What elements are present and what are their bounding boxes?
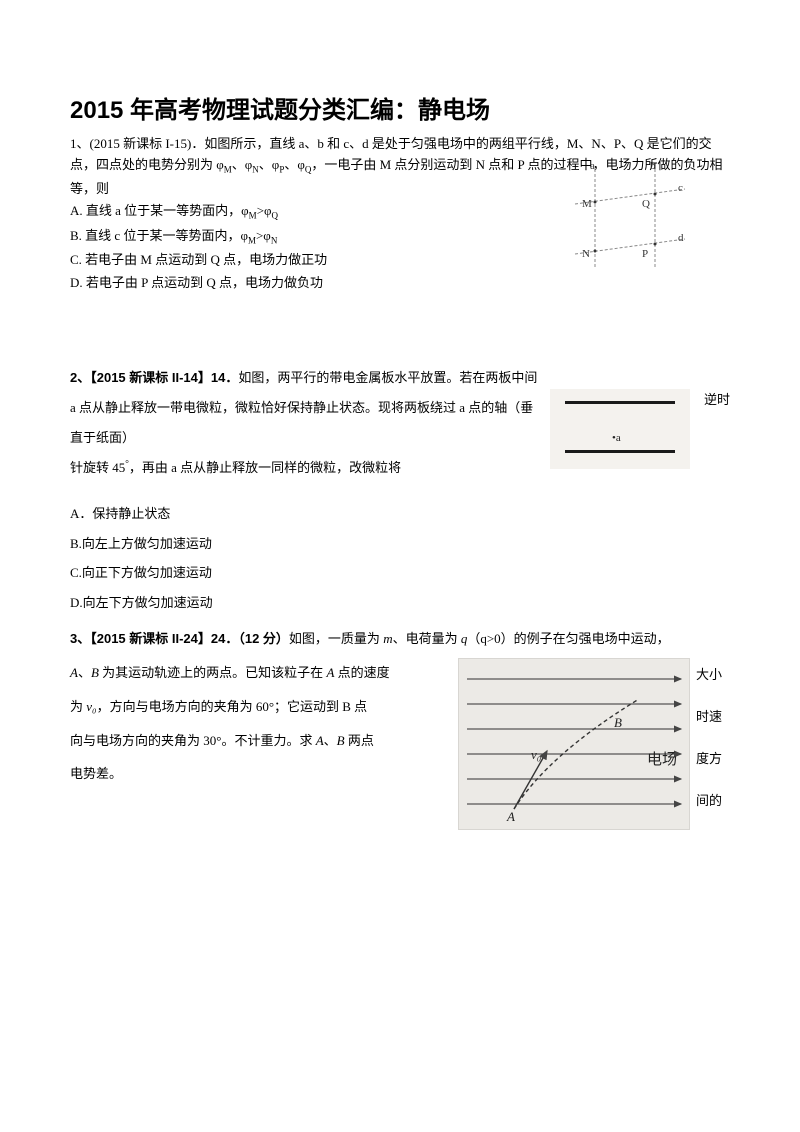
fig-label-P: P <box>642 248 648 260</box>
phi-m: M <box>224 165 232 175</box>
question-1: 1、(2015 新课标 I-15)．如图所示，直线 a、b 和 c、d 是处于匀… <box>70 133 730 293</box>
fig-label-A: A <box>506 809 515 824</box>
fig-label-B: B <box>614 715 622 730</box>
q1-num: 1、(2015 新课标 I-15)． <box>70 136 204 151</box>
fig-label-field: 电场 <box>647 751 677 768</box>
q3-line3: 为 v₀，方向与电场方向的夹角为 60°；它运动到 B 点 <box>70 690 420 724</box>
fig-label-d: d <box>678 232 684 244</box>
q3-figure: A B v₀ 电场 <box>458 658 690 830</box>
q2-stem-2: 针旋转 45°，再由 a 点从静止释放一同样的微粒，改微粒将 <box>70 453 540 483</box>
fig-label-Q: Q <box>642 198 650 210</box>
q1-text-d: 、φ <box>284 157 305 172</box>
q1-figure: a b c d M Q N P <box>570 159 690 279</box>
q1-option-b: B. 直线 c 位于某一等势面内，φM>φN <box>70 225 550 248</box>
q3-line5: 电势差。 <box>70 757 420 791</box>
q2-wrap-1: 逆时 <box>704 389 730 410</box>
q3-line2: A、B 为其运动轨迹上的两点。已知该粒子在 A 点的速度 <box>70 656 420 690</box>
page-title: 2015 年高考物理试题分类汇编：静电场 <box>70 90 730 125</box>
question-3: 3、【2015 新课标 II-24】24．（12 分）如图，一质量为 m、电荷量… <box>70 622 730 791</box>
q2-option-b: B.向左上方做匀加速运动 <box>70 529 540 559</box>
fig-label-c: c <box>678 182 683 194</box>
plate-top <box>565 401 675 404</box>
q3-line4: 向与电场方向的夹角为 30°。不计重力。求 A、B 两点 <box>70 724 420 758</box>
fig-label-M: M <box>582 198 592 210</box>
question-2: 2、【2015 新课标 II-14】14．如图，两平行的带电金属板水平放置。若在… <box>70 363 730 618</box>
q1-option-c: C. 若电子由 M 点运动到 Q 点，电场力做正功 <box>70 249 550 270</box>
plate-bottom <box>565 450 675 453</box>
q2-option-a: A．保持静止状态 <box>70 499 540 529</box>
q2-stem: 2、【2015 新课标 II-14】14．如图，两平行的带电金属板水平放置。若在… <box>70 363 540 453</box>
q2-option-d: D.向左下方做匀加速运动 <box>70 588 540 618</box>
q2-figure: •a <box>550 389 690 469</box>
fig-label-a: a <box>590 160 595 172</box>
fig-label-v0: v₀ <box>531 747 541 762</box>
q1-text-b: 、φ <box>232 157 253 172</box>
fig-label-b: b <box>650 160 656 172</box>
q3-wrap-words: 大小 时速 度方 间的 <box>696 658 730 825</box>
q3-num: 3、【2015 新课标 II-24】24．（12 分） <box>70 631 289 646</box>
q2-num: 2、【2015 新课标 II-14】14． <box>70 370 238 385</box>
q1-option-a: A. 直线 a 位于某一等势面内，φM>φQ <box>70 200 550 223</box>
q3-line1: 3、【2015 新课标 II-24】24．（12 分）如图，一质量为 m、电荷量… <box>70 622 730 656</box>
q1-text-c: 、φ <box>259 157 280 172</box>
fig-label-N: N <box>582 248 590 260</box>
q1-option-d: D. 若电子由 P 点运动到 Q 点，电场力做负功 <box>70 272 550 293</box>
q2-option-c: C.向正下方做匀加速运动 <box>70 558 540 588</box>
q2-point-a: •a <box>612 429 621 447</box>
